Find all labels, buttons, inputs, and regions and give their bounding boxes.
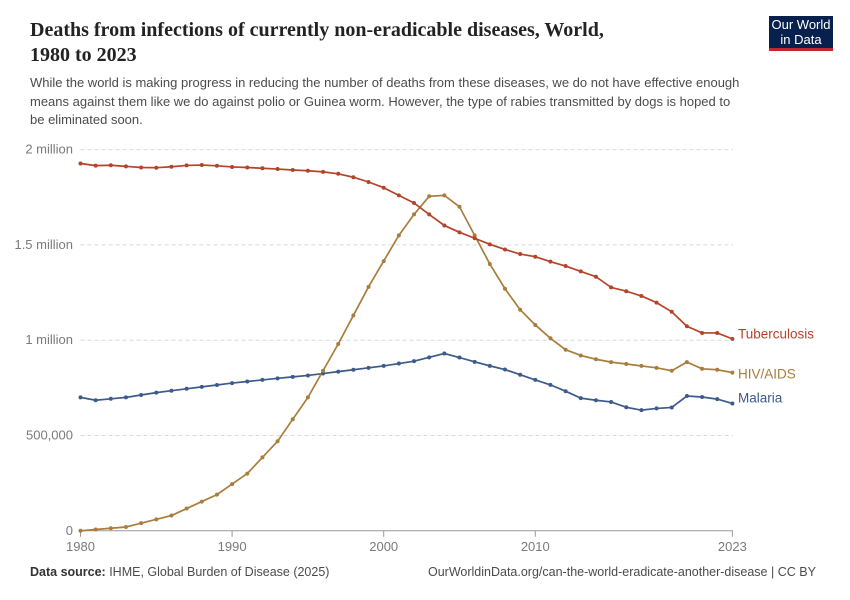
svg-text:2000: 2000: [369, 539, 398, 554]
svg-text:1.5 million: 1.5 million: [14, 237, 73, 252]
svg-text:1980: 1980: [66, 539, 95, 554]
svg-text:HIV/AIDS: HIV/AIDS: [738, 367, 796, 382]
svg-text:2010: 2010: [521, 539, 550, 554]
svg-text:2 million: 2 million: [25, 142, 73, 157]
svg-text:500,000: 500,000: [26, 428, 73, 443]
svg-text:Malaria: Malaria: [738, 391, 783, 406]
svg-text:1990: 1990: [218, 539, 247, 554]
svg-text:2023: 2023: [718, 539, 747, 554]
svg-text:Tuberculosis: Tuberculosis: [738, 327, 814, 342]
svg-text:0: 0: [66, 523, 73, 538]
svg-text:1 million: 1 million: [25, 332, 73, 347]
